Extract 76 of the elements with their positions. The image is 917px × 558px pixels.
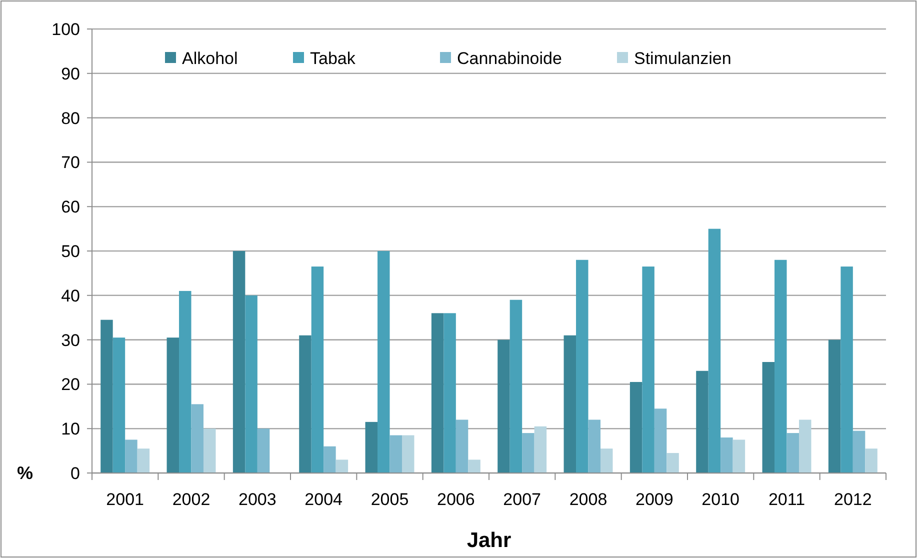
bar <box>534 426 547 473</box>
bar <box>232 251 246 473</box>
y-tick-label: 60 <box>61 198 80 217</box>
bar <box>630 382 642 473</box>
bar <box>299 335 312 473</box>
x-tick-label: 2009 <box>636 490 674 509</box>
bar <box>431 313 444 473</box>
y-tick-label: 10 <box>61 420 80 439</box>
legend-label: Tabak <box>310 48 356 68</box>
bar <box>378 251 390 473</box>
bar <box>125 440 138 473</box>
y-tick-label: 40 <box>61 286 80 306</box>
bar <box>137 448 150 473</box>
bar <box>840 266 853 473</box>
bar <box>365 422 378 473</box>
x-tick-label: 2001 <box>106 490 144 509</box>
bar <box>720 437 733 473</box>
x-tick-label: 2004 <box>304 490 342 509</box>
y-tick-label: 90 <box>61 64 80 84</box>
bar <box>576 260 588 473</box>
bar <box>510 300 522 473</box>
bar <box>762 362 775 473</box>
y-tick-label: 20 <box>61 375 80 394</box>
y-tick-label: 0 <box>70 464 80 483</box>
bar <box>498 340 510 473</box>
y-tick-label: 100 <box>52 20 80 39</box>
y-tick-label: 50 <box>61 242 80 261</box>
legend-label: Alkohol <box>182 48 238 68</box>
bar <box>774 260 787 473</box>
x-tick-label: 2007 <box>503 490 541 509</box>
bar <box>456 420 468 473</box>
x-tick-label: 2006 <box>437 490 475 509</box>
bar <box>257 428 270 473</box>
bar <box>696 370 708 473</box>
x-tick-label: 2002 <box>172 490 210 509</box>
bar <box>642 266 654 473</box>
bar <box>786 433 799 473</box>
bar <box>336 460 348 473</box>
bar <box>666 453 679 473</box>
bar <box>311 266 324 473</box>
bar <box>732 440 746 473</box>
bar <box>708 228 721 473</box>
bar <box>402 435 414 473</box>
x-tick-label: 2012 <box>834 490 872 509</box>
bar <box>245 295 258 473</box>
bar <box>112 338 126 473</box>
bar <box>798 420 812 473</box>
bar <box>390 435 402 473</box>
legend-label: Stimulanzien <box>634 48 732 68</box>
x-tick-label: 2010 <box>702 490 740 509</box>
bar <box>179 290 192 473</box>
bar <box>100 320 113 473</box>
bar <box>654 408 667 473</box>
bar <box>324 446 336 473</box>
bar <box>166 338 180 473</box>
bar <box>522 433 534 473</box>
bar <box>468 460 480 473</box>
bar <box>564 335 576 473</box>
x-axis-title: Jahr <box>466 529 512 552</box>
bar <box>600 448 613 473</box>
y-tick-label: 80 <box>61 108 80 128</box>
x-tick-label: 2011 <box>768 490 806 509</box>
y-axis-title: % <box>16 463 34 483</box>
bar <box>852 430 866 473</box>
bar <box>444 313 456 473</box>
legend-label: Cannabinoide <box>457 48 562 68</box>
bar <box>191 404 204 473</box>
bar <box>203 428 216 473</box>
bar <box>865 448 878 473</box>
x-tick-label: 2005 <box>370 490 409 509</box>
y-tick-label: 30 <box>61 330 80 350</box>
bar <box>588 420 600 473</box>
x-tick-label: 2008 <box>569 490 608 509</box>
x-tick-label: 2003 <box>238 490 276 509</box>
y-tick-label: 70 <box>61 153 80 172</box>
bar <box>828 340 841 473</box>
